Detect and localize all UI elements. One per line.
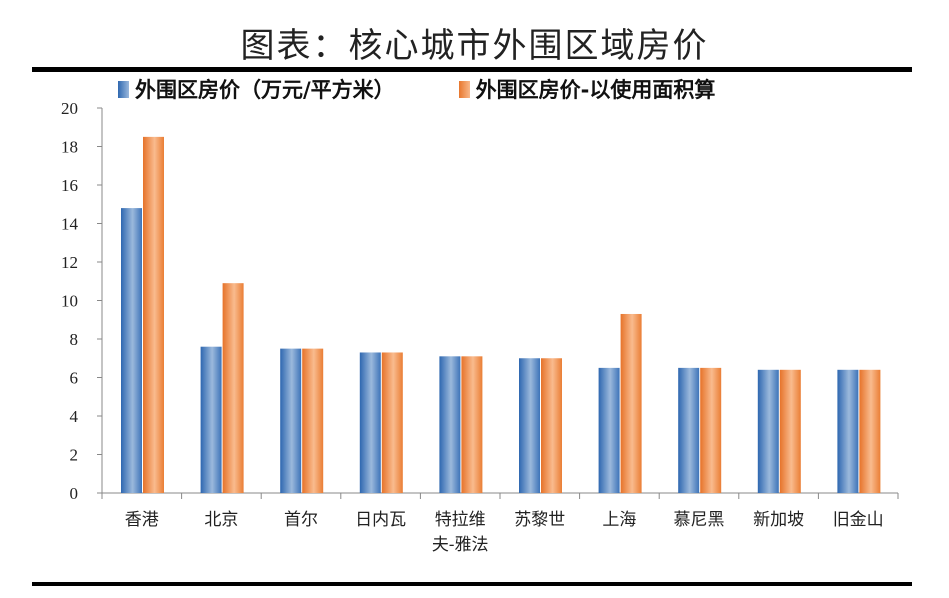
y-tick-label: 18 — [61, 138, 78, 157]
bar-blue — [280, 348, 302, 493]
legend-label: 外围区房价-以使用面积算 — [475, 78, 716, 102]
y-tick-label: 16 — [61, 176, 78, 195]
bar-orange — [779, 369, 801, 493]
bar-orange — [302, 348, 324, 493]
bar-orange — [541, 358, 562, 493]
legend-item-series2: 外围区房价-以使用面积算 — [458, 74, 716, 104]
bar-blue — [121, 208, 142, 493]
bar-orange — [461, 356, 483, 493]
x-tick-label: 夫-雅法 — [432, 535, 489, 555]
chart-title: 图表：核心城市外围区域房价 — [240, 26, 709, 66]
bar-orange — [143, 136, 164, 493]
bar-orange — [620, 313, 642, 493]
y-tick-label: 12 — [61, 253, 78, 272]
y-tick-label: 0 — [70, 484, 79, 503]
x-tick-label: 苏黎世 — [514, 510, 565, 530]
legend-item-series1: 外围区房价（万元/平方米） — [118, 74, 395, 104]
bar-blue — [678, 367, 700, 493]
bar-blue — [598, 367, 620, 493]
legend-swatch-blue — [118, 80, 129, 98]
x-tick-label: 北京 — [204, 510, 238, 530]
bar-orange — [859, 369, 881, 493]
bar-orange — [381, 352, 403, 493]
x-tick-label: 日内瓦 — [355, 510, 406, 530]
y-tick-label: 6 — [70, 369, 79, 388]
bar-blue — [757, 369, 779, 493]
legend: 外围区房价（万元/平方米） 外围区房价-以使用面积算 — [118, 74, 715, 104]
bar-blue — [200, 346, 222, 493]
legend-swatch-orange — [458, 80, 470, 98]
bar-blue — [439, 356, 461, 493]
y-tick-label: 20 — [61, 99, 78, 118]
y-tick-label: 4 — [70, 407, 79, 426]
x-tick-label: 特拉维 — [435, 510, 486, 530]
x-tick-label: 上海 — [602, 510, 636, 530]
y-tick-label: 14 — [61, 215, 79, 234]
y-tick-label: 10 — [61, 292, 78, 311]
bar-orange — [222, 283, 244, 493]
top-rule — [32, 67, 912, 72]
x-tick-label: 慕尼黑 — [674, 510, 725, 530]
bar-blue — [837, 369, 859, 493]
x-tick-label: 旧金山 — [833, 510, 884, 530]
bottom-rule — [32, 582, 912, 586]
bar-blue — [359, 352, 381, 493]
x-tick-label: 新加坡 — [753, 510, 804, 530]
x-tick-label: 首尔 — [284, 510, 318, 530]
y-tick-label: 2 — [70, 446, 79, 465]
legend-label: 外围区房价（万元/平方米） — [135, 78, 395, 102]
bar-blue — [519, 358, 540, 493]
y-tick-label: 8 — [70, 330, 79, 349]
bar-orange — [700, 367, 722, 493]
x-tick-label: 香港 — [125, 510, 159, 530]
